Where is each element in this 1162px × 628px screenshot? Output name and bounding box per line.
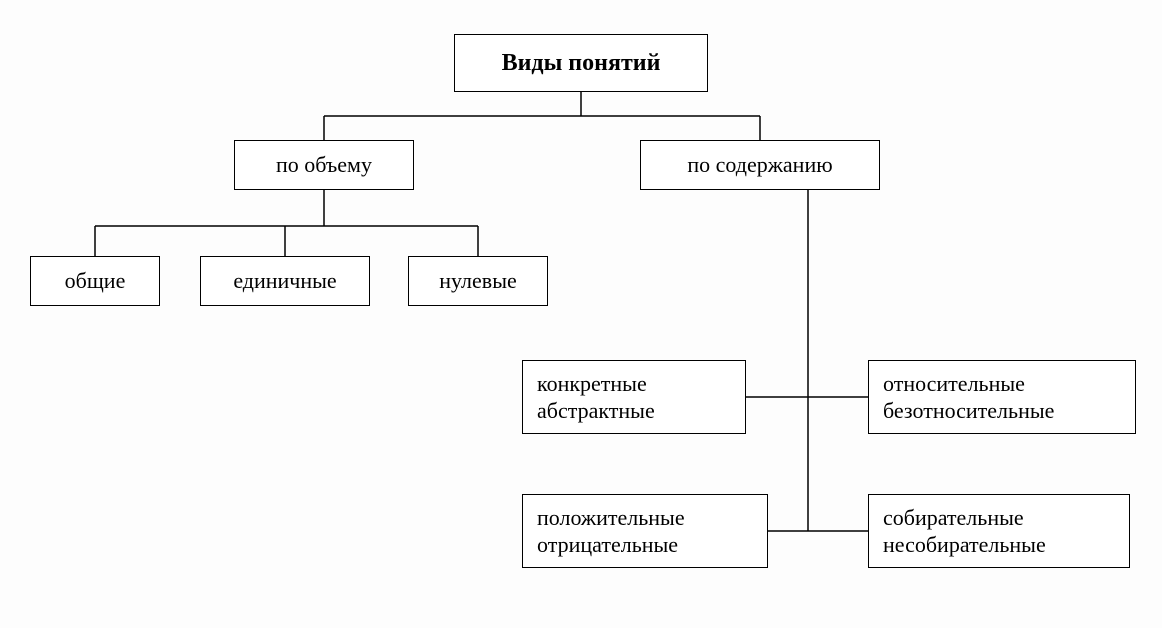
node-collect-label: собирательные несобирательные: [883, 504, 1046, 559]
node-content: по содержанию: [640, 140, 880, 190]
node-general-label: общие: [65, 267, 126, 295]
node-concrete-label: конкретные абстрактные: [537, 370, 655, 425]
node-general: общие: [30, 256, 160, 306]
node-root-label: Виды понятий: [502, 48, 661, 78]
node-volume-label: по объему: [276, 151, 372, 179]
node-concrete: конкретные абстрактные: [522, 360, 746, 434]
node-positive: положительные отрицательные: [522, 494, 768, 568]
node-positive-label: положительные отрицательные: [537, 504, 685, 559]
node-volume: по объему: [234, 140, 414, 190]
node-relative: относительные безотносительные: [868, 360, 1136, 434]
diagram-canvas: Виды понятий по объему по содержанию общ…: [0, 0, 1162, 628]
node-collect: собирательные несобирательные: [868, 494, 1130, 568]
node-relative-label: относительные безотносительные: [883, 370, 1054, 425]
node-content-label: по содержанию: [687, 151, 832, 179]
node-zero: нулевые: [408, 256, 548, 306]
node-root: Виды понятий: [454, 34, 708, 92]
node-zero-label: нулевые: [439, 267, 516, 295]
node-single: единичные: [200, 256, 370, 306]
node-single-label: единичные: [233, 267, 336, 295]
